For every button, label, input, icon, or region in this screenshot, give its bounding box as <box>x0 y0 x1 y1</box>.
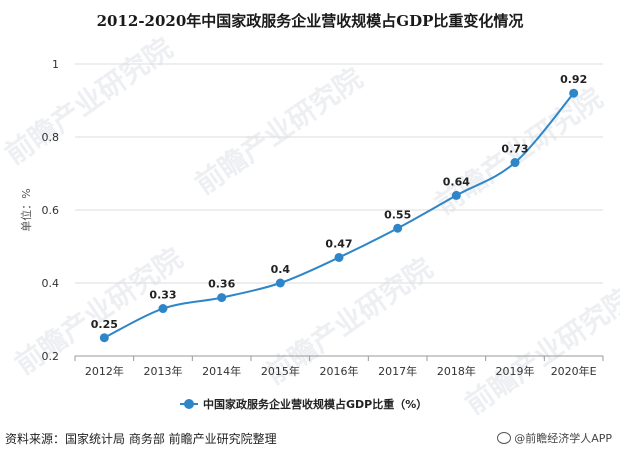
series-layer <box>99 88 579 343</box>
data-labels: 0.25 0.33 0.36 0.4 0.47 0.55 0.64 0.73 0.92 <box>91 73 587 331</box>
data-label: 0.73 <box>501 143 528 156</box>
y-tick-label: 0.2 <box>42 350 60 363</box>
y-tick-label: 0.8 <box>42 131 60 144</box>
legend: 中国家政服务企业营收规模占GDP比重（%） <box>180 396 427 412</box>
data-label: 0.47 <box>325 237 352 250</box>
x-tick-label: 2016年 <box>320 364 359 378</box>
data-point <box>451 190 461 200</box>
data-label: 0.64 <box>443 175 470 188</box>
brand-text: @前瞻经济学人APP <box>514 432 612 445</box>
data-point <box>569 88 579 98</box>
source-note: 资料来源：国家统计局 商务部 前瞻产业研究院整理 <box>5 432 277 446</box>
x-tick-label: 2018年 <box>437 364 476 378</box>
grid-lines <box>75 63 603 284</box>
data-label: 0.33 <box>149 289 176 302</box>
data-point <box>158 304 168 314</box>
x-tick-label: 2013年 <box>144 364 183 378</box>
data-point <box>510 158 520 168</box>
data-point <box>275 278 285 288</box>
y-tick-label: 1 <box>52 58 59 71</box>
x-tick-label: 2019年 <box>496 364 535 378</box>
data-point <box>217 293 227 303</box>
data-label: 0.4 <box>271 263 291 276</box>
axes: 0.2 0.4 0.6 0.8 1 2012年 2013年 2014年 2015年 2016年 20… <box>19 58 604 378</box>
legend-label: 中国家政服务企业营收规模占GDP比重（%） <box>203 398 428 411</box>
x-tick-label: 2020年E <box>551 364 597 378</box>
y-tick-label: 0.4 <box>42 277 60 290</box>
data-point <box>99 333 109 343</box>
y-axis-label: 单位：% <box>19 188 33 231</box>
data-label: 0.36 <box>208 278 235 291</box>
data-point <box>393 223 403 233</box>
x-tick-label: 2015年 <box>261 364 300 378</box>
legend-marker <box>180 399 198 409</box>
data-label: 0.92 <box>560 73 587 86</box>
data-label: 0.55 <box>384 208 411 221</box>
x-tick-label: 2014年 <box>202 364 241 378</box>
x-tick-label: 2012年 <box>85 364 124 378</box>
data-point <box>334 252 344 262</box>
chart-title: 2012-2020年中国家政服务企业营收规模占GDP比重变化情况 <box>96 12 524 30</box>
data-label: 0.25 <box>91 318 118 331</box>
y-tick-label: 0.6 <box>42 204 60 217</box>
x-tick-label: 2017年 <box>378 364 417 378</box>
brand-credit: @前瞻经济学人APP <box>497 430 612 446</box>
wechat-icon <box>497 432 512 444</box>
